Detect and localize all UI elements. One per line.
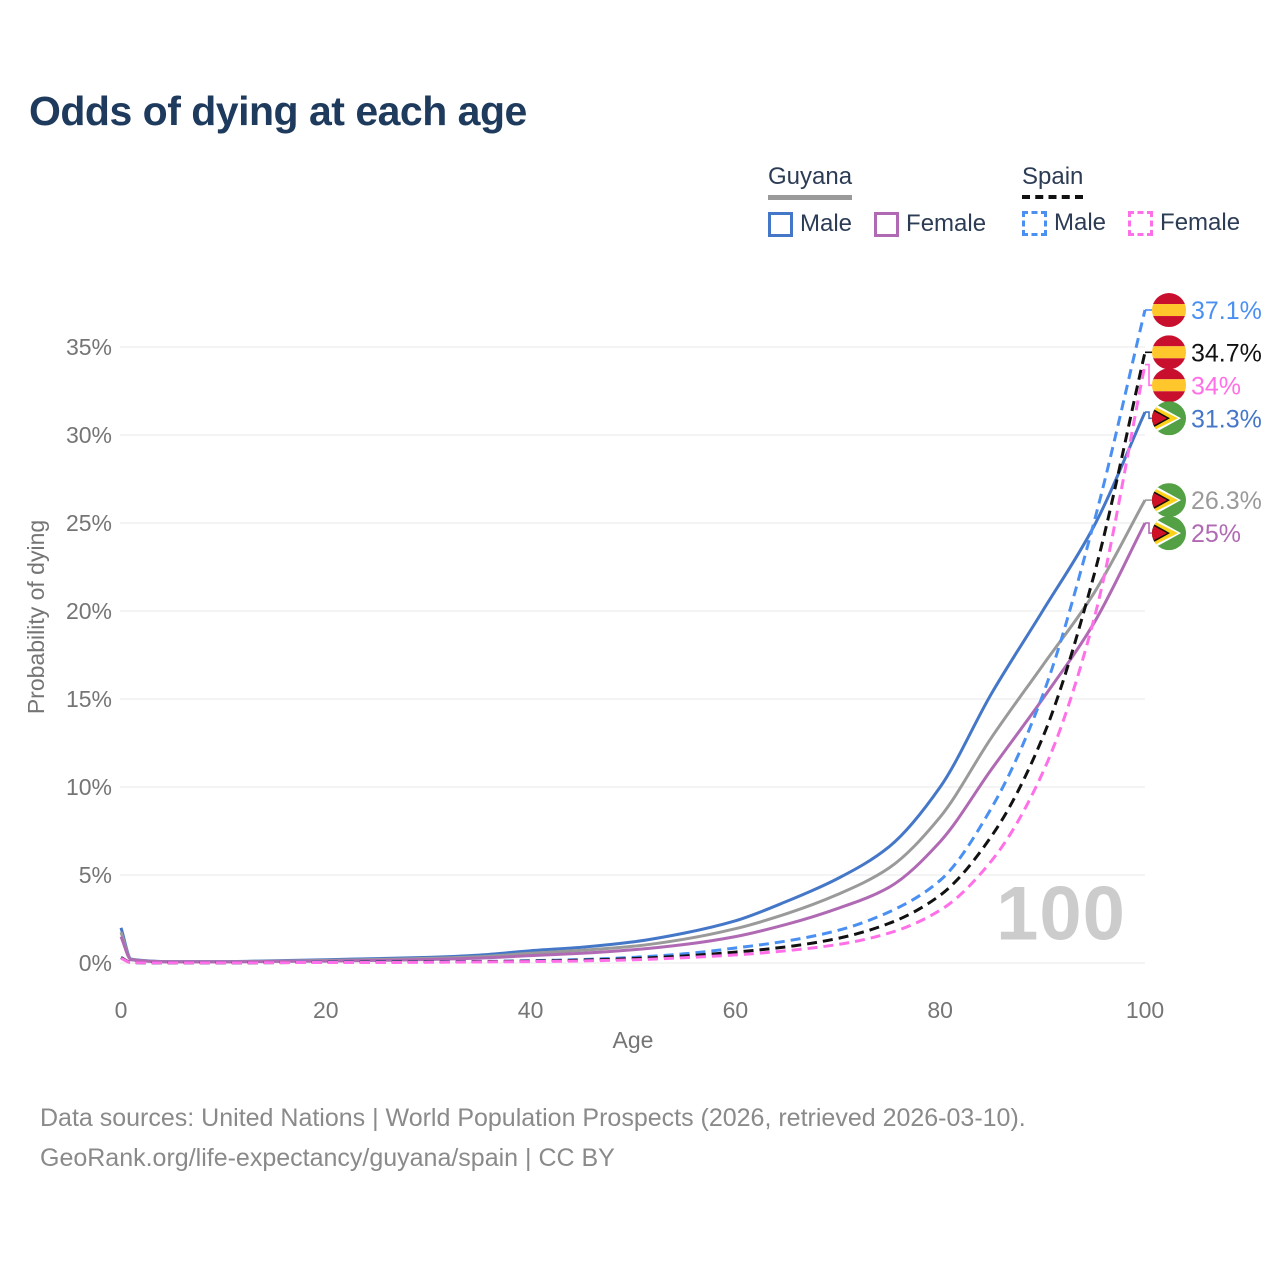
line-style-swatch-guyana-male [768, 211, 793, 237]
x-tick-label: 80 [927, 997, 953, 1023]
end-value-label-guyana-both-sexes: 26.3% [1191, 487, 1262, 515]
y-tick-label: 10% [66, 774, 112, 800]
legend-label-spain-female: Female [1160, 209, 1241, 236]
series-line-spain-female[interactable] [120, 364, 1147, 965]
line-style-swatch-spain-female [1128, 210, 1154, 236]
legend-label-spain-male: Male [1054, 209, 1107, 236]
footer-data-sources: Data sources: United Nations | World Pop… [40, 1104, 1026, 1132]
legend-item-spain-female[interactable]: Female [1128, 209, 1240, 237]
x-tick-label: 20 [313, 997, 339, 1023]
legend-label-guyana-female: Female [906, 210, 987, 237]
y-tick-label: 30% [66, 422, 112, 448]
y-tick-label: 15% [66, 686, 112, 712]
end-value-label-guyana-female: 25% [1191, 520, 1241, 548]
legend-label-guyana-male: Male [800, 210, 853, 237]
legend-group-spain: Spain Male Female [1022, 163, 1240, 237]
footer-attribution-link: GeoRank.org/life-expectancy/guyana/spain… [40, 1144, 615, 1172]
legend-items-spain: Male Female [1022, 209, 1240, 237]
line-style-swatch-guyana-female [874, 211, 900, 237]
legend-title-guyana[interactable]: Guyana [768, 163, 853, 200]
guyana-flag-icon [1152, 401, 1186, 436]
y-tick-label: 25% [66, 510, 112, 536]
legend-item-spain-male[interactable]: Male [1022, 209, 1106, 237]
legend-item-guyana-male[interactable]: Male [768, 210, 852, 238]
y-tick-label: 0% [79, 950, 112, 976]
spain-flag-icon [1152, 368, 1186, 403]
end-value-label-spain-male: 37.1% [1191, 297, 1262, 325]
y-axis-title: Probability of dying [23, 520, 49, 714]
end-value-label-spain-both-sexes: 34.7% [1191, 339, 1262, 367]
legend-item-guyana-female[interactable]: Female [874, 210, 986, 238]
guyana-flag-icon [1152, 483, 1186, 518]
spain-flag-icon [1152, 335, 1186, 370]
series-line-guyana-female[interactable] [119, 522, 1147, 964]
legend-title-spain[interactable]: Spain [1022, 163, 1084, 199]
x-tick-label: 60 [723, 997, 749, 1023]
y-tick-label: 5% [79, 862, 112, 888]
footer: Data sources: United Nations | World Pop… [40, 1098, 1026, 1178]
y-tick-label: 20% [66, 598, 112, 624]
line-style-swatch-spain-male [1022, 210, 1047, 236]
leader-line-guyana-male [1145, 411, 1152, 420]
end-value-label-guyana-male: 31.3% [1191, 405, 1262, 433]
series-line-spain-both-sexes[interactable] [120, 351, 1147, 965]
leader-line-spain-female [1145, 363, 1152, 387]
x-axis-title: Age [613, 1027, 654, 1053]
series-line-guyana-male[interactable] [119, 411, 1147, 964]
age-watermark: 100 [996, 871, 1126, 957]
legend-items-guyana: Male Female [768, 210, 986, 238]
series-line-guyana-both-sexes[interactable] [119, 499, 1147, 964]
x-tick-label: 100 [1126, 997, 1164, 1023]
x-tick-label: 0 [115, 997, 128, 1023]
x-tick-label: 40 [518, 997, 544, 1023]
leader-line-guyana-female [1145, 522, 1152, 534]
y-tick-label: 35% [66, 334, 112, 360]
guyana-flag-icon [1152, 516, 1186, 551]
spain-flag-icon [1152, 293, 1186, 328]
end-value-label-spain-female: 34% [1191, 372, 1241, 400]
series-line-spain-male[interactable] [120, 309, 1147, 965]
legend-group-guyana: Guyana Male Female [768, 163, 986, 238]
page-title: Odds of dying at each age [29, 88, 527, 134]
